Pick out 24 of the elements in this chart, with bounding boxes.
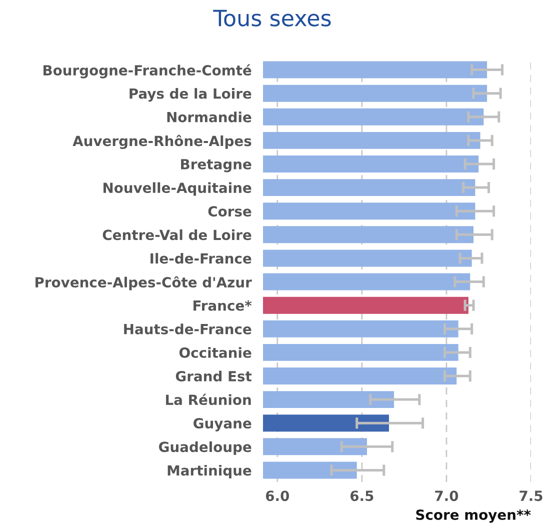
x-tick-label: 7.5: [520, 490, 542, 502]
y-tick-label: Guyane: [194, 418, 252, 432]
x-axis-title: Score moyen**: [416, 509, 531, 523]
y-tick-label: Bretagne: [181, 159, 252, 172]
y-tick-label: Martinique: [168, 464, 252, 478]
y-tick-label: Bourgogne-Franche-Comté: [44, 64, 252, 78]
y-tick-label: Nouvelle-Aquitaine: [104, 182, 252, 196]
y-tick-label: Auvergne-Rhône-Alpes: [72, 134, 252, 149]
y-tick-label: Centre-Val de Loire: [102, 229, 252, 240]
y-tick-label: Corse: [208, 206, 252, 217]
y-tick-label: France*: [194, 300, 252, 311]
chart-title: Tous sexes: [213, 10, 331, 26]
y-tick-label: Occitanie: [179, 347, 252, 358]
y-tick-label: La Réunion: [166, 394, 251, 406]
y-tick-label: Grand Est: [176, 370, 252, 382]
y-tick-label: Pays de la Loire: [130, 88, 252, 102]
y-tick-label: Guadeloupe: [159, 441, 252, 455]
y-tick-label: Normandie: [167, 112, 252, 122]
x-tick-label: 6.5: [350, 490, 374, 502]
y-tick-label: Ile-de-France: [150, 252, 252, 264]
y-tick-label: Provence-Alpes-Côte d'Azur: [36, 276, 252, 290]
y-tick-label: Hauts-de-France: [124, 324, 252, 334]
x-tick-label: 7.0: [435, 490, 458, 502]
x-tick-label: 6.0: [266, 490, 290, 502]
